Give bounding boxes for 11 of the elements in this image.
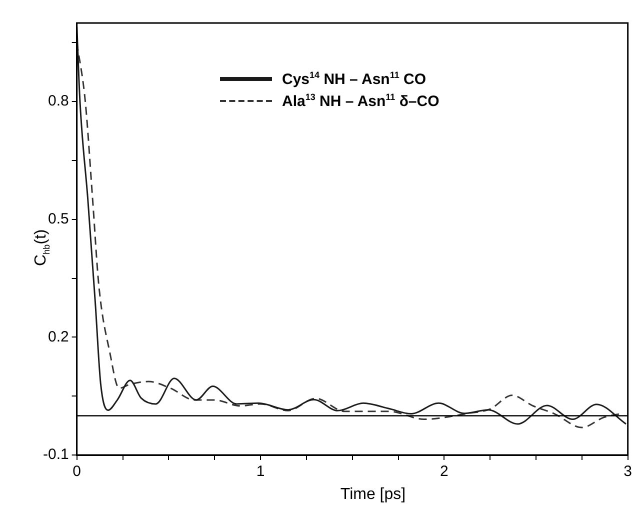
legend-label: Cys$^{14}$ NH – Asn$^{11}$ CO xyxy=(282,70,426,88)
x-axis-title: Time [ps] xyxy=(339,486,407,504)
y-tick-label: 0.8 xyxy=(48,92,69,110)
y-tick-label: -0.1 xyxy=(42,446,69,464)
x-tick-label: 3 xyxy=(624,463,632,480)
legend-label: Ala$^{13}$ NH – Asn$^{11}$ δ–CO xyxy=(282,92,440,110)
x-tick-label: 1 xyxy=(256,463,265,480)
y-tick-label: 0.5 xyxy=(48,210,69,228)
x-tick-label: 0 xyxy=(72,463,82,480)
x-tick-label: 2 xyxy=(440,463,448,480)
y-tick-label: 0.2 xyxy=(48,328,69,346)
